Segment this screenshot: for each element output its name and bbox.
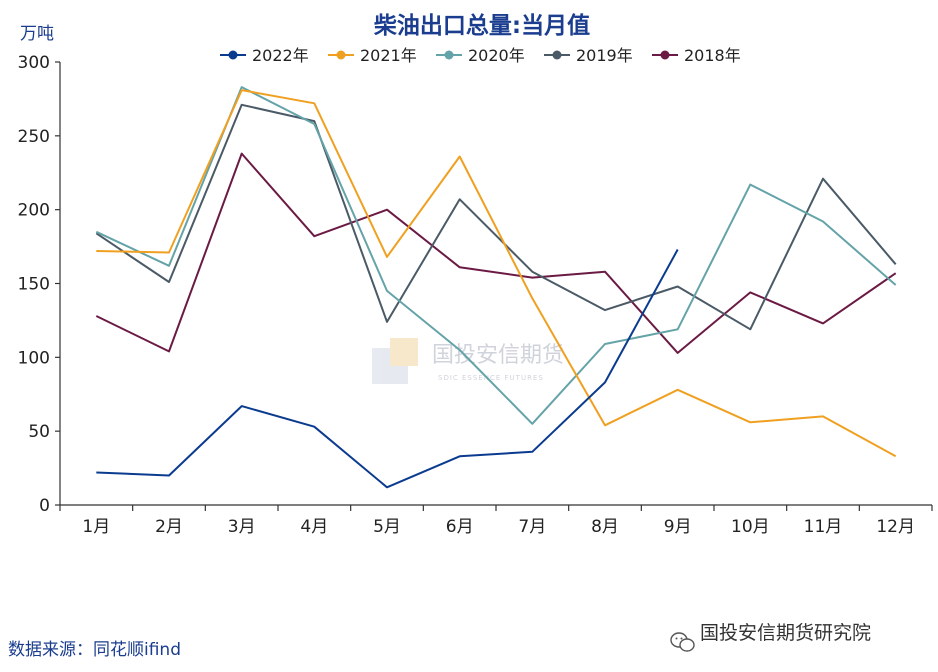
legend: 2022年 2021年 2020年 2019年 2018年	[220, 46, 741, 65]
legend-label: 2019年	[576, 46, 633, 65]
watermark-name: 国投安信期货	[432, 343, 564, 368]
chart-title: 柴油出口总量:当月值	[373, 12, 590, 39]
watermark-sub: SDIC ESSENCE FUTURES	[438, 374, 544, 382]
y-tick-label: 0	[39, 496, 50, 516]
series-line-2018年	[95, 152, 897, 354]
legend-marker	[444, 50, 454, 60]
legend-item: 2021年	[328, 46, 417, 65]
legend-item: 2020年	[436, 46, 525, 65]
x-tick-label: 2月	[155, 517, 183, 537]
x-tick-label: 4月	[300, 517, 328, 537]
x-tick-label: 1月	[82, 517, 110, 537]
wechat-icon	[670, 632, 695, 652]
series-line-2019年	[95, 103, 897, 331]
x-tick-label: 3月	[228, 517, 256, 537]
watermark: 国投安信期货 SDIC ESSENCE FUTURES	[372, 338, 564, 384]
axes: 0 50 100 150 200 250 300 1月 2月 3月 4月 5月 6月 7月 8月 9月 10月 1…	[18, 53, 933, 537]
x-tick-label: 5月	[373, 517, 401, 537]
series-line-2022年	[96, 249, 679, 489]
y-tick-label: 200	[18, 201, 50, 221]
legend-marker	[228, 50, 238, 60]
legend-item: 2019年	[544, 46, 633, 65]
y-tick-label: 250	[18, 127, 50, 147]
y-tick-label: 300	[18, 53, 50, 73]
legend-label: 2018年	[684, 46, 741, 65]
legend-label: 2022年	[252, 46, 309, 65]
series-line-2021年	[96, 89, 897, 458]
x-tick-label: 8月	[591, 517, 619, 537]
legend-label: 2020年	[468, 46, 525, 65]
legend-label: 2021年	[360, 46, 417, 65]
series-group	[95, 86, 897, 489]
legend-marker	[660, 50, 670, 60]
legend-item: 2018年	[652, 46, 741, 65]
y-tick-label: 100	[18, 348, 50, 368]
legend-item: 2022年	[220, 46, 309, 65]
data-source: 数据来源：同花顺ifind	[8, 640, 181, 660]
y-tick-label: 150	[18, 275, 50, 295]
x-tick-label: 10月	[731, 517, 770, 537]
x-tick-label: 11月	[804, 517, 843, 537]
y-tick-label: 50	[28, 422, 50, 442]
x-tick-label: 7月	[518, 517, 546, 537]
credit-text: 国投安信期货研究院	[700, 622, 871, 644]
x-tick-label: 12月	[876, 517, 915, 537]
legend-marker	[336, 50, 346, 60]
x-tick-label: 9月	[664, 517, 692, 537]
sdic-logo-icon	[372, 338, 418, 384]
legend-marker	[552, 50, 562, 60]
x-tick-label: 6月	[446, 517, 474, 537]
y-unit-label: 万吨	[20, 24, 54, 44]
